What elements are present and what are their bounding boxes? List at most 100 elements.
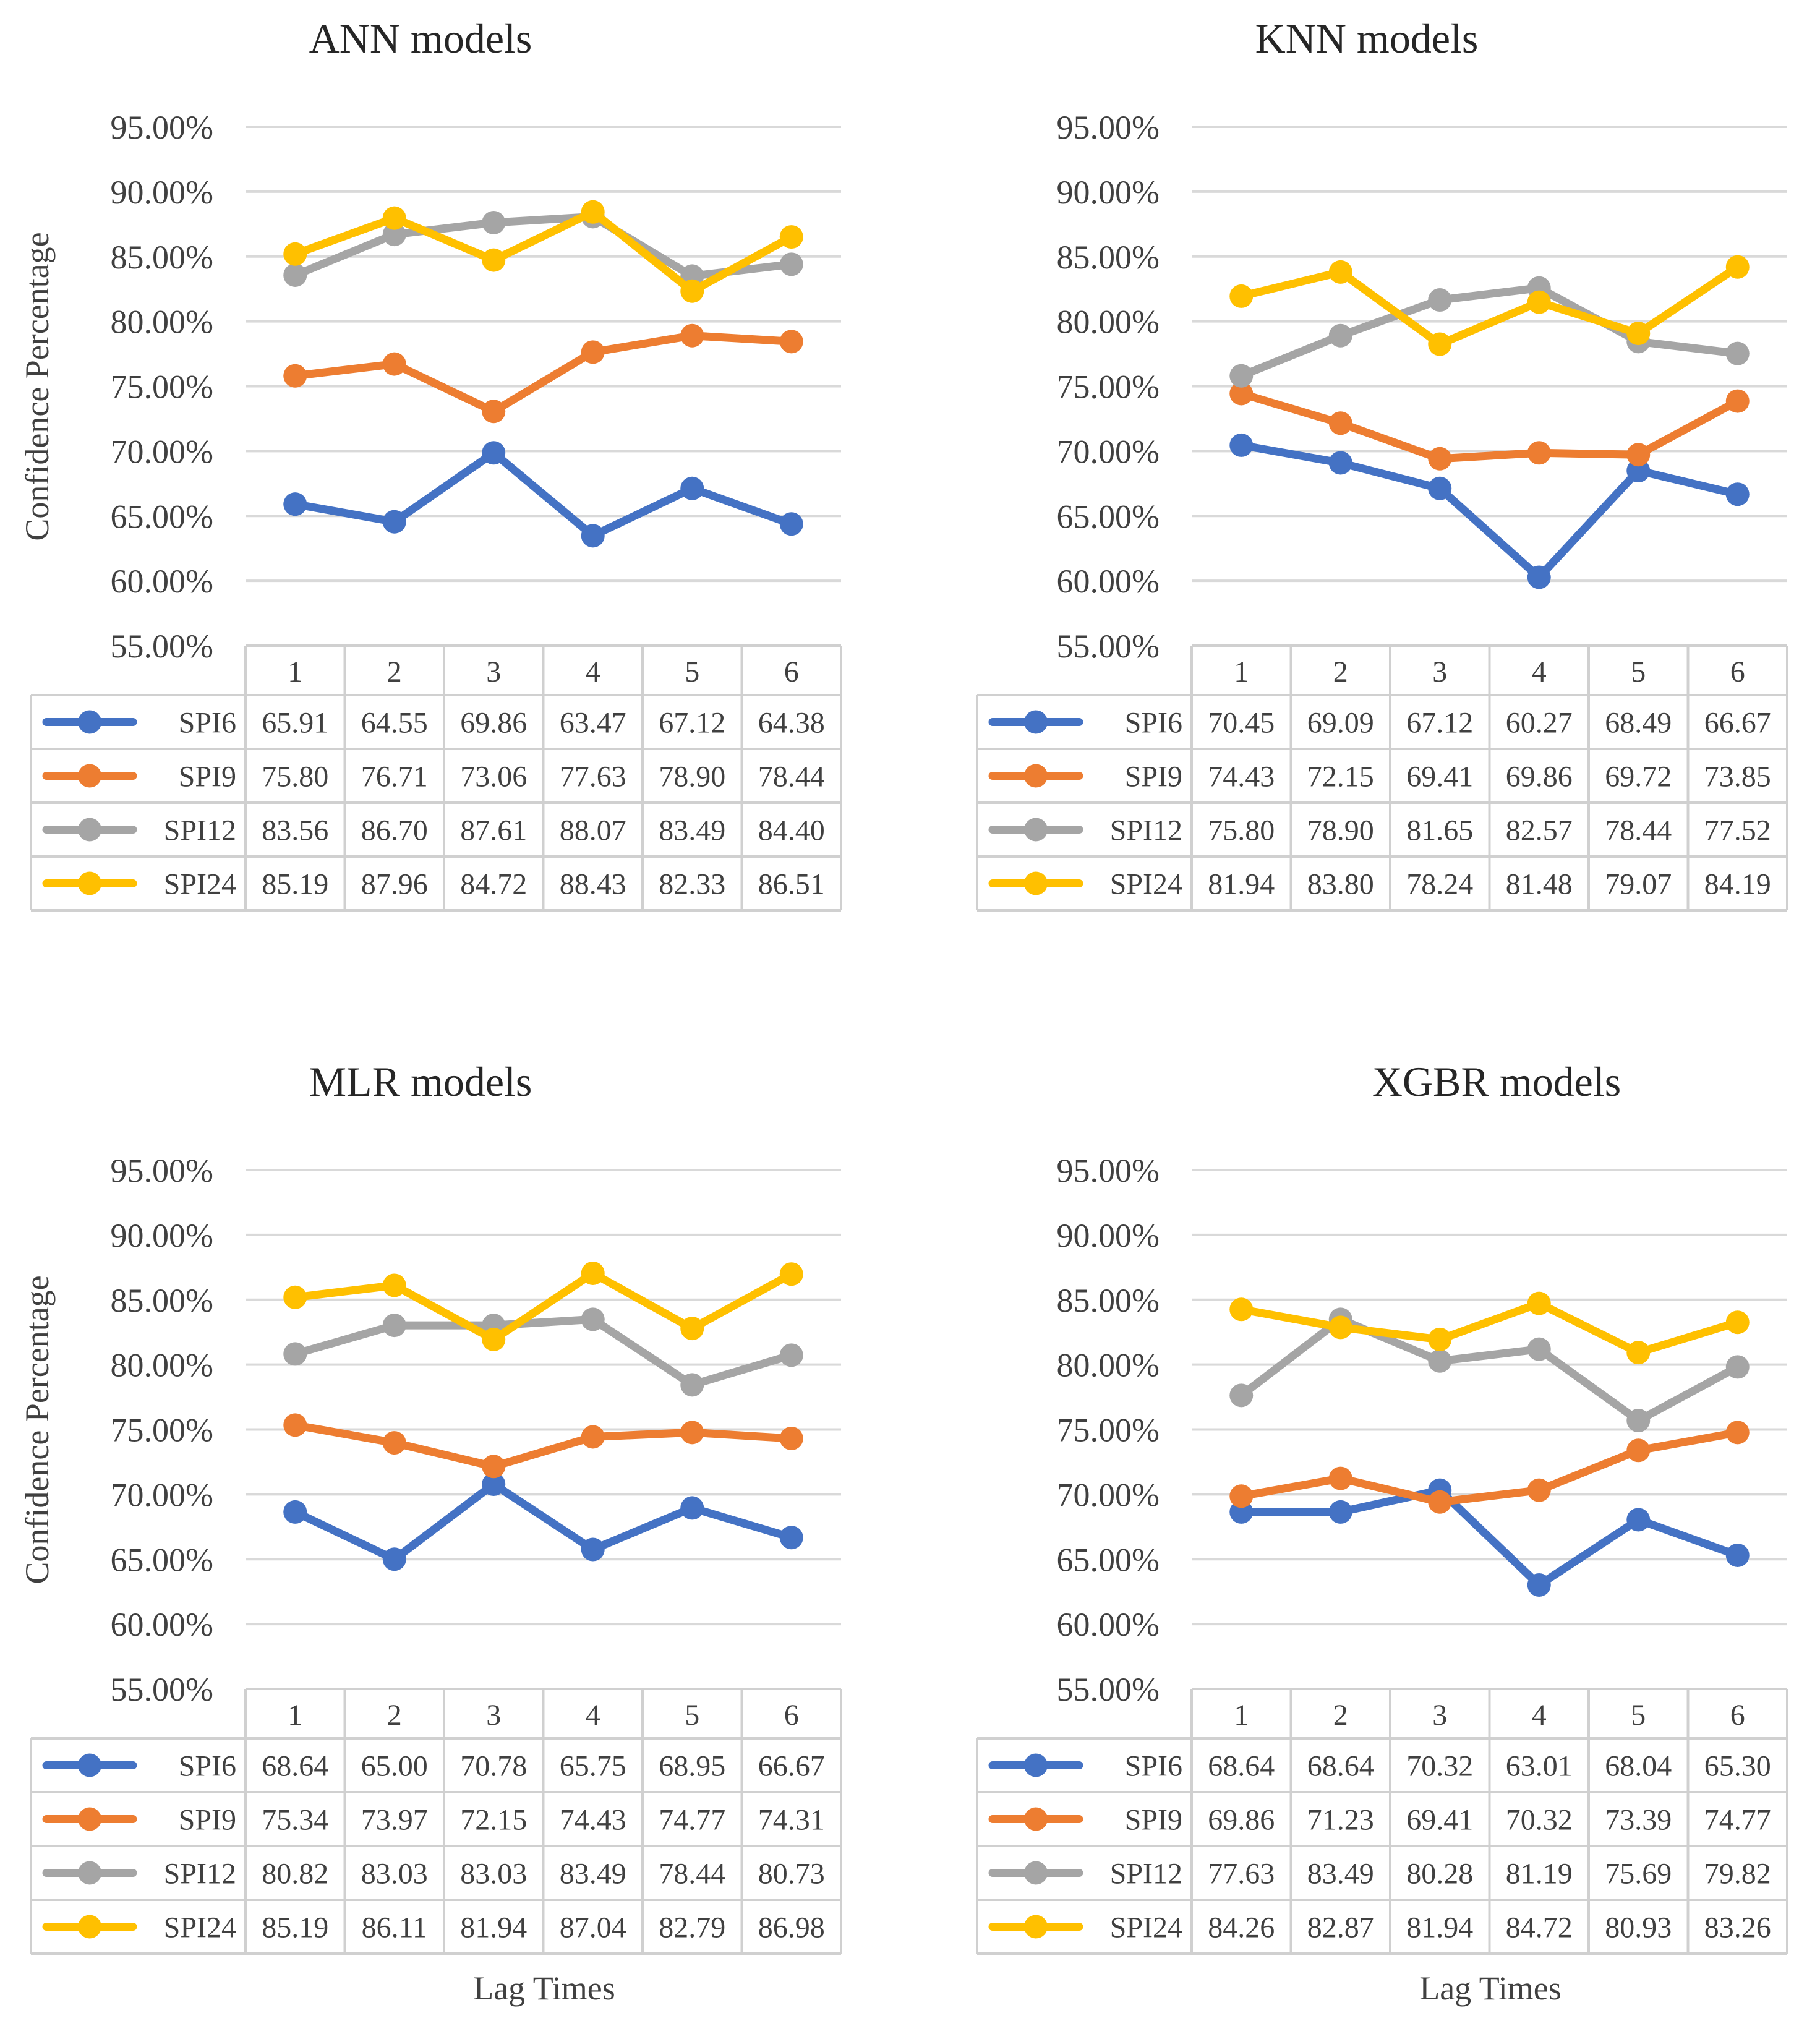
data-label: 73.39: [1605, 1804, 1672, 1837]
series-spi24: [1229, 255, 1750, 356]
data-label: 74.31: [758, 1804, 825, 1837]
data-point: [482, 1455, 506, 1479]
chart-title: MLR models: [309, 1058, 532, 1105]
series-line: [291, 331, 796, 416]
data-label: 74.43: [1208, 761, 1275, 793]
series-line: [291, 1269, 796, 1344]
data-label: 82.33: [659, 868, 725, 901]
y-tick-label: 85.00%: [1057, 239, 1160, 276]
data-label: 80.82: [262, 1858, 328, 1891]
x-tick-label: 1: [1234, 1699, 1249, 1732]
data-label: 73.85: [1704, 761, 1771, 793]
data-label: 83.03: [361, 1858, 428, 1891]
data-label: 77.63: [1208, 1858, 1275, 1891]
legend-marker: [78, 710, 101, 734]
data-point: [283, 1342, 307, 1366]
data-label: 87.61: [460, 814, 527, 847]
data-label: 85.19: [262, 868, 328, 901]
data-point: [680, 1317, 704, 1341]
data-point: [482, 1327, 506, 1351]
series-spi6: [283, 441, 803, 548]
y-tick-label: 65.00%: [1057, 1541, 1160, 1578]
data-label: 66.67: [758, 1750, 825, 1783]
x-tick-label: 4: [586, 1699, 600, 1732]
y-tick-label: 90.00%: [1057, 1217, 1160, 1254]
x-tick-label: 4: [1532, 656, 1547, 688]
data-point: [1527, 1478, 1551, 1502]
data-point: [1527, 1291, 1551, 1315]
y-tick-label: 75.00%: [111, 1412, 213, 1449]
data-point: [1229, 433, 1254, 457]
chart-panel-mlr-models: MLR models 95.00% 90.00% 85.00% 80.00% 75.00%…: [19, 1058, 842, 2007]
legend-label: SPI12: [1110, 1858, 1182, 1891]
legend-marker: [1024, 818, 1048, 842]
data-label: 84.26: [1208, 1912, 1275, 1944]
legend-label: SPI24: [1110, 868, 1182, 901]
data-label: 83.03: [460, 1858, 527, 1891]
data-point: [1229, 364, 1254, 388]
data-point: [283, 1285, 307, 1309]
series-spi24: [283, 200, 803, 303]
data-label: 82.79: [659, 1912, 725, 1944]
x-tick-label: 1: [288, 656, 302, 688]
data-point: [581, 1537, 605, 1562]
data-label: 79.07: [1605, 868, 1672, 901]
data-table: 1 2 3 4 5 6 SPI6 70.45 69.09 67.12 60.27 68.49 66.67…: [976, 644, 1788, 912]
series-spi9: [1229, 382, 1750, 471]
y-tick-label: 55.00%: [111, 628, 213, 665]
data-label: 80.73: [758, 1858, 825, 1891]
y-tick-label: 80.00%: [1057, 1347, 1160, 1384]
series-spi24: [283, 1261, 803, 1351]
data-point: [1527, 565, 1551, 589]
data-point: [482, 400, 506, 424]
legend-label: SPI9: [1125, 761, 1182, 793]
data-point: [779, 330, 803, 354]
y-tick-label: 60.00%: [111, 563, 213, 600]
legend-marker: [78, 764, 101, 788]
data-label: 81.65: [1406, 814, 1473, 847]
data-point: [680, 323, 704, 348]
data-point: [1725, 389, 1750, 413]
y-tick-label: 85.00%: [1057, 1282, 1160, 1319]
data-label: 81.19: [1506, 1858, 1573, 1891]
data-label: 78.90: [659, 761, 725, 793]
chart-title: ANN models: [309, 15, 532, 62]
data-label: 75.69: [1605, 1858, 1672, 1891]
data-point: [779, 225, 803, 249]
legend-label: SPI24: [164, 868, 236, 901]
legend-marker: [1024, 871, 1048, 895]
x-tick-label: 3: [1432, 1699, 1447, 1732]
data-label: 77.52: [1704, 814, 1771, 847]
x-tick-label: 6: [784, 656, 799, 688]
data-label: 81.94: [1406, 1912, 1473, 1944]
data-point: [1428, 476, 1452, 500]
data-point: [680, 279, 704, 303]
data-point: [1229, 1297, 1254, 1322]
legend-marker: [78, 1807, 101, 1831]
series-line: [291, 448, 796, 540]
y-tick-label: 75.00%: [1057, 369, 1160, 406]
data-label: 67.12: [1406, 707, 1473, 740]
x-axis-label: Lag Times: [1419, 1970, 1562, 2007]
data-label: 64.55: [361, 707, 428, 740]
legend-marker: [78, 1861, 101, 1885]
data-point: [581, 1261, 605, 1285]
data-table: 1 2 3 4 5 6 SPI6 68.64 65.00 70.78 65.75 68.95 66.67…: [30, 1688, 842, 1955]
x-tick-label: 2: [387, 1699, 402, 1732]
data-label: 81.94: [460, 1912, 527, 1944]
data-label: 65.91: [262, 707, 328, 740]
y-tick-label: 80.00%: [111, 304, 213, 341]
data-label: 65.30: [1704, 1750, 1771, 1783]
y-tick-label: 70.00%: [1057, 433, 1160, 470]
x-tick-label: 3: [486, 656, 501, 688]
data-point: [1626, 1438, 1651, 1463]
y-tick-label: 70.00%: [1057, 1476, 1160, 1513]
data-point: [382, 1431, 406, 1455]
x-tick-label: 5: [1631, 1699, 1646, 1732]
y-tick-label: 80.00%: [111, 1347, 213, 1384]
series-spi12: [283, 205, 803, 288]
series-spi9: [283, 1413, 803, 1479]
data-label: 69.86: [460, 707, 527, 740]
x-tick-label: 6: [1730, 1699, 1745, 1732]
